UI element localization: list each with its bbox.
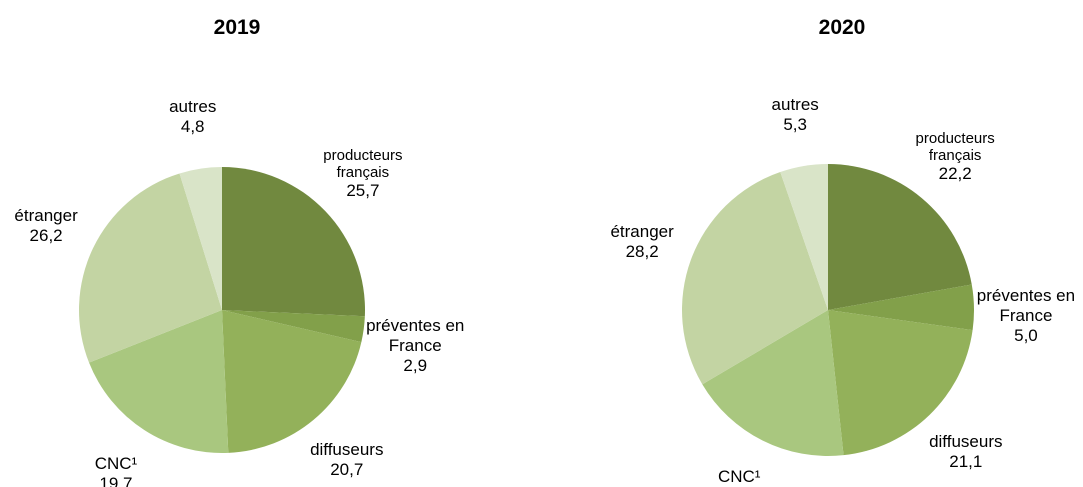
pie-slice bbox=[828, 164, 972, 310]
slice-label: étranger 28,2 bbox=[587, 222, 697, 262]
slice-category: producteurs français bbox=[323, 147, 403, 182]
pie-slice bbox=[222, 310, 362, 453]
slice-label: autres 5,3 bbox=[740, 95, 850, 135]
slice-value: 2,9 bbox=[403, 356, 428, 376]
slice-category: diffuseurs bbox=[929, 432, 1003, 452]
pie-slice bbox=[179, 167, 222, 310]
slice-value: 22,2 bbox=[938, 164, 972, 184]
slice-category: CNC¹ bbox=[717, 466, 761, 486]
slice-category: étranger bbox=[610, 221, 674, 241]
slice-category: étranger bbox=[14, 205, 78, 225]
chart-title: 2020 bbox=[818, 16, 866, 39]
pie-slice bbox=[828, 310, 973, 456]
slice-label: autres 4,8 bbox=[138, 97, 248, 137]
slice-value: 19,7 bbox=[99, 473, 133, 487]
slice-label: préventes en France 5,0 bbox=[971, 286, 1081, 346]
slice-value: 5,3 bbox=[783, 114, 807, 134]
slice-category: préventes en France bbox=[976, 286, 1076, 326]
slice-value: 28,2 bbox=[625, 241, 659, 261]
pie-slice bbox=[222, 167, 366, 317]
pie-slice bbox=[682, 172, 828, 385]
pie-slice bbox=[79, 173, 223, 363]
slice-label: producteurs français 25,7 bbox=[308, 147, 418, 201]
slice-category: CNC¹ bbox=[94, 453, 138, 473]
slice-category: autres bbox=[771, 94, 819, 114]
slice-label: producteurs français 22,2 bbox=[900, 130, 1010, 184]
pie-slice bbox=[702, 310, 844, 456]
pie-slice bbox=[89, 310, 229, 453]
pie-slice bbox=[828, 284, 974, 331]
slice-label: diffuseurs 21,1 bbox=[911, 432, 1021, 472]
slice-category: producteurs français bbox=[915, 130, 995, 165]
slice-label: étranger 26,2 bbox=[0, 206, 101, 246]
slice-label: CNC¹ 19,7 bbox=[61, 454, 171, 487]
slice-value: 25,7 bbox=[346, 181, 380, 201]
slice-value: 26,2 bbox=[29, 225, 63, 245]
slice-category: diffuseurs bbox=[310, 439, 384, 459]
slice-label: CNC¹18,2 bbox=[684, 467, 794, 487]
pie-slice bbox=[222, 310, 365, 343]
slice-value: 5,0 bbox=[1014, 326, 1038, 346]
slice-value: 4,8 bbox=[180, 117, 205, 137]
slice-value: 21,1 bbox=[949, 452, 983, 472]
slice-label: préventes en France 2,9 bbox=[360, 316, 470, 376]
slice-label: diffuseurs 20,7 bbox=[292, 440, 402, 480]
chart-title: 2019 bbox=[213, 16, 261, 39]
slice-value: 20,7 bbox=[330, 459, 364, 479]
slice-category: préventes en France bbox=[366, 316, 465, 356]
slice-category: autres bbox=[169, 97, 217, 117]
pie-slice bbox=[780, 164, 828, 310]
